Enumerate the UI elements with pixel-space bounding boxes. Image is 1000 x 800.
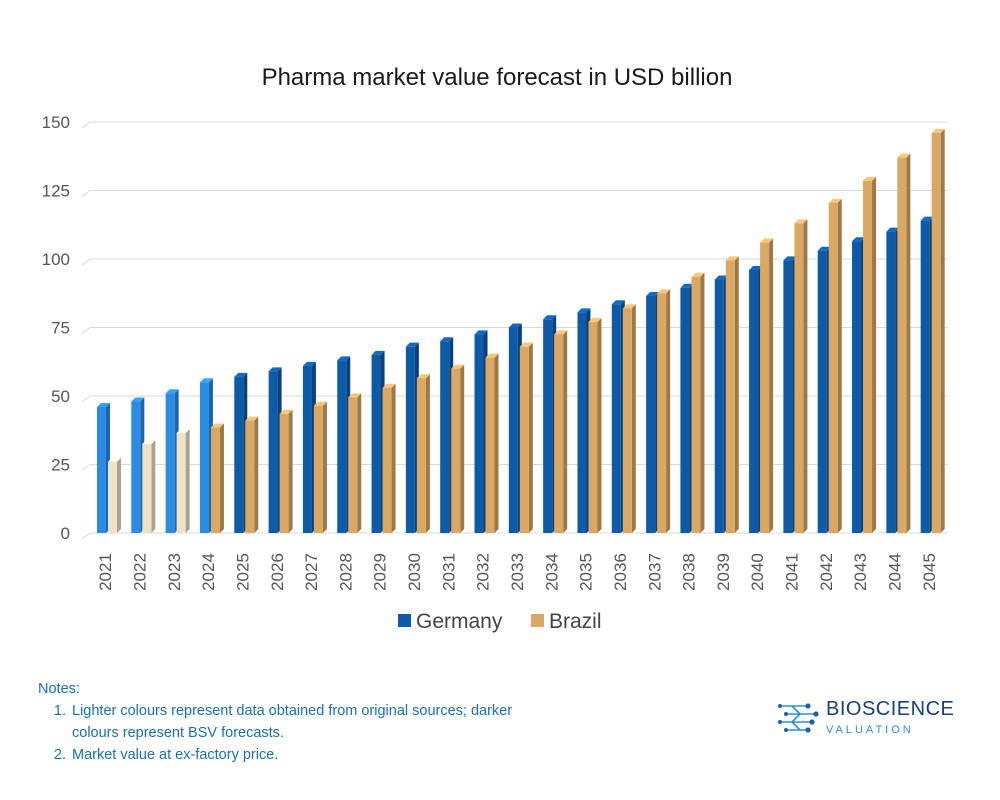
legend-swatch-brazil (531, 614, 544, 627)
legend: Germany Brazil (398, 610, 602, 633)
bar-brazil-2028 (348, 393, 362, 533)
bar-brazil-2036 (622, 304, 636, 533)
gridline-perspective (81, 258, 91, 266)
bar-brazil-2023 (176, 428, 190, 533)
bar-brazil-2029 (382, 383, 396, 533)
legend-label-brazil: Brazil (549, 610, 602, 633)
x-tick-label: 2044 (886, 553, 905, 591)
logo-wordmark: BIOSCIENCE (826, 698, 955, 720)
logo-subtitle: VALUATION (826, 724, 914, 736)
bar-brazil-2034 (554, 330, 568, 533)
x-tick-label: 2035 (577, 553, 596, 591)
gridline-perspective (81, 121, 91, 129)
chart-title: Pharma market value forecast in USD bill… (262, 64, 733, 91)
x-tick-label: 2040 (748, 553, 767, 591)
x-tick-label: 2045 (920, 553, 939, 591)
y-tick-label: 125 (42, 182, 70, 201)
bar-brazil-2035 (588, 318, 602, 533)
bar-brazil-2032 (485, 353, 499, 533)
y-tick-label: 100 (42, 250, 70, 269)
bar-brazil-2031 (451, 364, 465, 533)
x-tick-label: 2034 (542, 553, 561, 591)
y-tick-label: 50 (51, 387, 70, 406)
x-tick-label: 2025 (233, 553, 252, 591)
x-tick-label: 2039 (714, 553, 733, 591)
x-tick-label: 2033 (508, 553, 527, 591)
x-tick-label: 2032 (474, 553, 493, 591)
x-tick-label: 2042 (817, 553, 836, 591)
notes-list: Lighter colours represent data obtained … (38, 700, 542, 766)
gridline-perspective (81, 464, 91, 471)
y-tick-label: 75 (51, 319, 70, 338)
bars (97, 128, 945, 533)
y-tick-label: 150 (42, 113, 70, 132)
bar-brazil-2041 (794, 219, 808, 533)
y-tick-label: 0 (61, 524, 70, 543)
notes-heading: Notes: (38, 681, 80, 697)
x-tick-label: 2030 (405, 553, 424, 591)
gridline-perspective (81, 190, 91, 197)
bar-brazil-2042 (828, 198, 842, 533)
x-tick-label: 2022 (130, 553, 149, 591)
legend-swatch-germany (398, 614, 411, 627)
bar-brazil-2037 (657, 289, 671, 533)
x-tick-label: 2029 (371, 553, 390, 591)
bar-brazil-2021 (108, 457, 121, 533)
x-tick-label: 2036 (611, 553, 630, 591)
x-tick-label: 2031 (439, 553, 458, 591)
note-item: Market value at ex-factory price. (70, 744, 542, 766)
bar-brazil-2045 (931, 128, 945, 533)
x-tick-label: 2037 (645, 553, 664, 591)
bar-brazil-2038 (691, 272, 705, 533)
bar-brazil-2040 (760, 238, 774, 533)
company-logo: BIOSCIENCE VALUATION (778, 698, 968, 742)
gridline-perspective (81, 327, 91, 334)
x-tick-label: 2028 (336, 553, 355, 591)
bar-brazil-2025 (245, 416, 259, 533)
bar-brazil-2026 (279, 409, 293, 533)
y-axis-ticks: 0 25 50 75 100 125 150 (42, 113, 70, 543)
dna-network-icon (778, 703, 819, 733)
bar-brazil-2039 (725, 256, 739, 533)
gridline-perspective (81, 395, 91, 403)
bar-brazil-2030 (416, 374, 430, 533)
x-tick-label: 2026 (268, 553, 287, 591)
x-tick-label: 2043 (851, 553, 870, 591)
x-tick-label: 2023 (165, 553, 184, 591)
bar-brazil-2044 (897, 153, 911, 533)
chart: Pharma market value forecast in USD bill… (42, 64, 948, 633)
x-tick-label: 2027 (302, 553, 321, 591)
x-tick-label: 2024 (199, 553, 218, 591)
x-axis-ticks: 2021 2022 2023 2024 2025 2026 2027 2028 2029 2030… (96, 553, 939, 591)
bar-brazil-2022 (142, 439, 156, 533)
notes: Notes: Lighter colours represent data ob… (38, 678, 542, 766)
y-tick-label: 25 (51, 456, 70, 475)
bar-brazil-2043 (863, 176, 877, 533)
note-item: Lighter colours represent data obtained … (70, 700, 542, 744)
legend-label-germany: Germany (416, 610, 503, 633)
x-tick-label: 2038 (680, 553, 699, 591)
bar-brazil-2024 (210, 423, 224, 533)
x-tick-label: 2041 (783, 553, 802, 591)
bar-brazil-2033 (519, 342, 533, 533)
x-tick-label: 2021 (96, 553, 115, 591)
bar-brazil-2027 (313, 401, 327, 533)
gridline-perspective (81, 532, 91, 540)
